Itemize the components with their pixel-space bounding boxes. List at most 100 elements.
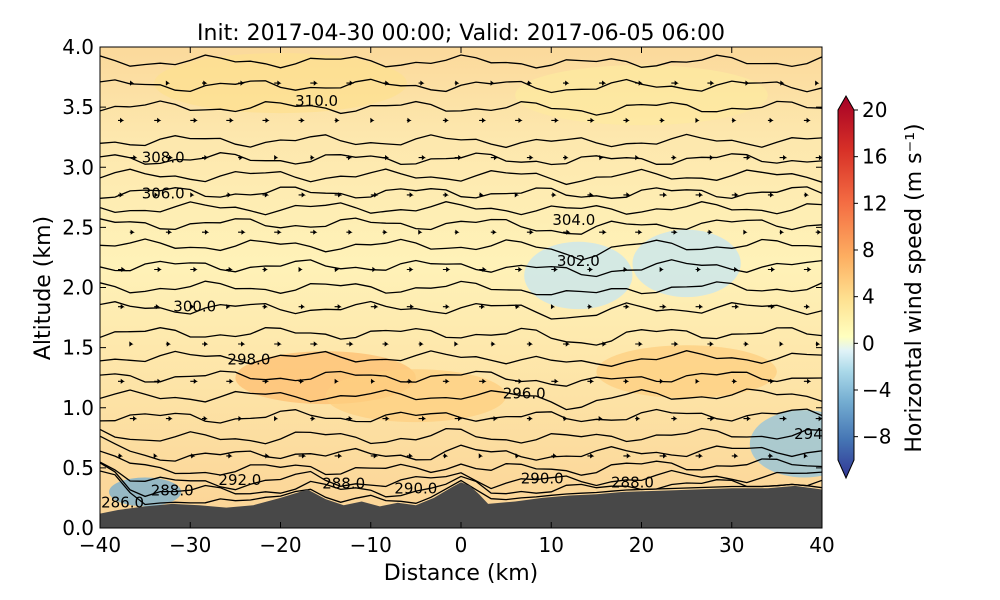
wind-region-low-level-jet-4	[325, 369, 507, 423]
wind-vector	[707, 80, 715, 86]
wind-vector	[743, 416, 752, 422]
wind-vector	[551, 266, 559, 273]
wind-vector	[767, 117, 774, 123]
wind-vector	[803, 266, 812, 273]
wind-vector	[659, 192, 668, 198]
contour-label-8: 294	[794, 425, 823, 443]
x-tick-label: 20	[629, 533, 654, 557]
wind-vector	[707, 416, 715, 422]
wind-vector	[370, 192, 379, 198]
wind-vector	[165, 80, 171, 86]
wind-vector	[695, 378, 700, 384]
wind-vector	[454, 229, 460, 235]
wind-vector	[526, 416, 533, 422]
wind-vector	[310, 229, 318, 235]
isentrope-300	[100, 300, 822, 320]
wind-vector	[671, 80, 679, 86]
wind-vector	[334, 304, 342, 310]
wind-vector	[635, 229, 643, 235]
wind-vector	[310, 80, 318, 86]
isentrope-288	[100, 462, 822, 498]
colorbar-tick-label: 8	[862, 238, 875, 262]
wind-vector	[129, 416, 138, 422]
wind-vector	[815, 155, 822, 161]
wind-vector	[623, 453, 631, 459]
wind-vector	[743, 155, 751, 161]
y-tick-label: 0.0	[62, 516, 94, 540]
wind-vector	[274, 416, 279, 422]
wind-vector	[274, 80, 282, 86]
wind-vector	[551, 192, 557, 198]
wind-vector	[298, 266, 303, 273]
wind-vector	[298, 378, 305, 384]
y-axis: 0.0 0.5 1.0 1.5 2.0 2.5 3.0 3.5 4.0	[62, 35, 822, 540]
y-tick-label: 3.0	[62, 155, 94, 179]
y-tick-label: 2.0	[62, 276, 94, 300]
contour-label-9: 292.0	[218, 471, 261, 489]
wind-vector	[623, 304, 630, 310]
wind-vector	[731, 117, 737, 123]
wind-vector	[695, 304, 704, 310]
wind-vector	[406, 117, 412, 123]
wind-vector	[695, 192, 704, 198]
wind-vector	[587, 378, 595, 384]
wind-vector	[442, 304, 450, 310]
wind-vector	[490, 155, 499, 161]
colorbar-label: Horizontal wind speed (m s⁻¹)	[902, 123, 927, 452]
wind-vector	[563, 80, 570, 86]
wind-vector	[779, 229, 785, 235]
y-tick-label: 4.0	[62, 35, 94, 59]
wind-vector	[334, 453, 343, 459]
wind-vector	[490, 416, 498, 422]
wind-vector	[479, 266, 487, 273]
wind-vector	[515, 304, 520, 310]
wind-vector	[815, 80, 820, 86]
wind-vector	[154, 117, 162, 123]
wind-vector	[731, 453, 739, 459]
wind-vector	[743, 229, 748, 235]
wind-vector	[153, 453, 158, 459]
wind-vector	[623, 192, 631, 198]
wind-vector	[599, 229, 607, 235]
wind-vector	[635, 155, 640, 161]
wind-vector	[418, 416, 427, 422]
isentrope-302	[100, 259, 822, 278]
wind-vector	[226, 453, 233, 459]
wind-vector	[767, 266, 776, 273]
wind-vector	[226, 117, 234, 123]
y-axis-label: Altitude (km)	[31, 216, 56, 360]
wind-vector	[310, 416, 316, 422]
wind-vector	[346, 80, 354, 86]
wind-vector	[767, 453, 774, 459]
contour-label-15: 286.0	[101, 494, 144, 512]
colorbar-tick-label: 16	[862, 145, 887, 169]
wind-vector	[587, 192, 594, 198]
wind-vector	[587, 453, 595, 459]
contour-label-3: 304.0	[552, 211, 595, 229]
wind-region-weak-reversed-flow-2	[749, 410, 822, 478]
wind-vector	[118, 304, 125, 310]
contour-label-13: 288.0	[322, 475, 365, 493]
wind-vector	[226, 304, 231, 310]
wind-vector	[479, 117, 487, 123]
wind-vector	[129, 80, 135, 86]
wind-vector	[526, 341, 533, 347]
contour-label-11: 290.0	[394, 479, 437, 497]
wind-vector	[551, 378, 559, 384]
isentrope-294	[100, 427, 822, 445]
wind-vector	[623, 266, 628, 273]
wind-vector	[587, 117, 595, 123]
wind-vector	[563, 155, 569, 161]
wind-vector	[226, 192, 232, 198]
colorbar-tick-label: −4	[862, 378, 891, 402]
wind-vector	[779, 341, 784, 347]
wind-vector	[490, 80, 495, 86]
isentrope-305	[100, 201, 822, 216]
wind-vector	[515, 117, 523, 123]
wind-vector	[731, 378, 738, 384]
wind-vector	[599, 155, 604, 161]
wind-vector	[165, 155, 174, 161]
wind-vector	[779, 80, 785, 86]
wind-vector	[129, 155, 138, 161]
